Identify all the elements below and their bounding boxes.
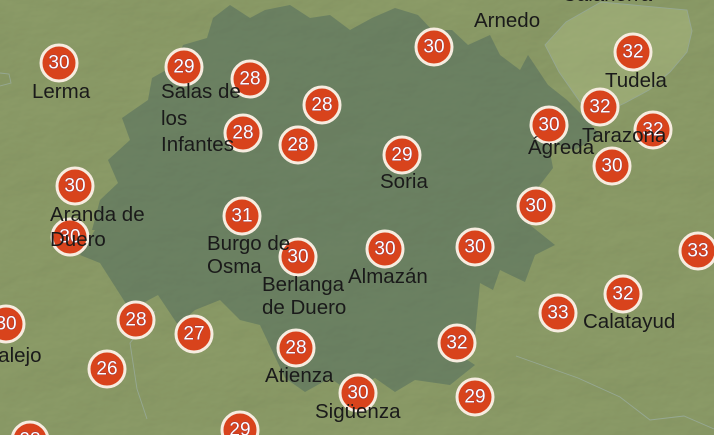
svg-text:28: 28 bbox=[311, 95, 332, 116]
svg-text:Lerma: Lerma bbox=[32, 80, 91, 103]
svg-text:Soria: Soria bbox=[380, 170, 428, 193]
svg-text:Tudela: Tudela bbox=[605, 69, 668, 92]
svg-text:Almazán: Almazán bbox=[348, 265, 428, 288]
svg-text:28: 28 bbox=[239, 69, 260, 90]
svg-text:30: 30 bbox=[525, 196, 546, 217]
svg-text:29: 29 bbox=[229, 420, 250, 435]
svg-text:28: 28 bbox=[19, 430, 40, 435]
svg-text:29: 29 bbox=[464, 387, 485, 408]
svg-text:28: 28 bbox=[287, 135, 308, 156]
svg-text:Arnedo: Arnedo bbox=[474, 9, 540, 32]
svg-text:30: 30 bbox=[64, 176, 85, 197]
svg-text:Aranda de: Aranda de bbox=[50, 203, 145, 226]
svg-text:33: 33 bbox=[547, 303, 568, 324]
svg-text:29: 29 bbox=[173, 57, 194, 78]
svg-text:Calatayud: Calatayud bbox=[583, 310, 675, 333]
svg-text:30: 30 bbox=[464, 237, 485, 258]
svg-text:31: 31 bbox=[231, 206, 252, 227]
svg-text:30: 30 bbox=[538, 115, 559, 136]
svg-text:29: 29 bbox=[391, 145, 412, 166]
svg-text:30: 30 bbox=[423, 37, 444, 58]
svg-text:Atienza: Atienza bbox=[265, 364, 334, 387]
svg-text:32: 32 bbox=[446, 333, 467, 354]
svg-text:27: 27 bbox=[183, 324, 204, 345]
svg-text:Duero: Duero bbox=[50, 228, 106, 251]
svg-text:Berlanga: Berlanga bbox=[262, 273, 345, 296]
svg-text:28: 28 bbox=[232, 123, 253, 144]
svg-text:Calahorra: Calahorra bbox=[562, 0, 653, 6]
svg-text:Salas de: Salas de bbox=[161, 80, 241, 103]
svg-text:26: 26 bbox=[96, 359, 117, 380]
svg-text:32: 32 bbox=[622, 42, 643, 63]
svg-text:Burgo de: Burgo de bbox=[207, 232, 290, 255]
svg-text:Infantes: Infantes bbox=[161, 133, 234, 156]
svg-text:32: 32 bbox=[589, 97, 610, 118]
svg-text:28: 28 bbox=[125, 310, 146, 331]
svg-text:33: 33 bbox=[687, 241, 708, 262]
svg-text:Osma: Osma bbox=[207, 255, 262, 278]
svg-text:30: 30 bbox=[48, 53, 69, 74]
svg-text:30: 30 bbox=[374, 239, 395, 260]
svg-text:28: 28 bbox=[285, 338, 306, 359]
svg-text:de Duero: de Duero bbox=[262, 296, 346, 319]
svg-text:Tarazona: Tarazona bbox=[582, 124, 667, 147]
svg-text:32: 32 bbox=[612, 284, 633, 305]
svg-text:Santalejo: Santalejo bbox=[0, 344, 41, 367]
svg-text:Sigüenza: Sigüenza bbox=[315, 400, 401, 423]
svg-text:30: 30 bbox=[0, 314, 17, 335]
svg-text:los: los bbox=[161, 107, 187, 130]
svg-text:30: 30 bbox=[601, 156, 622, 177]
svg-text:30: 30 bbox=[287, 247, 308, 268]
